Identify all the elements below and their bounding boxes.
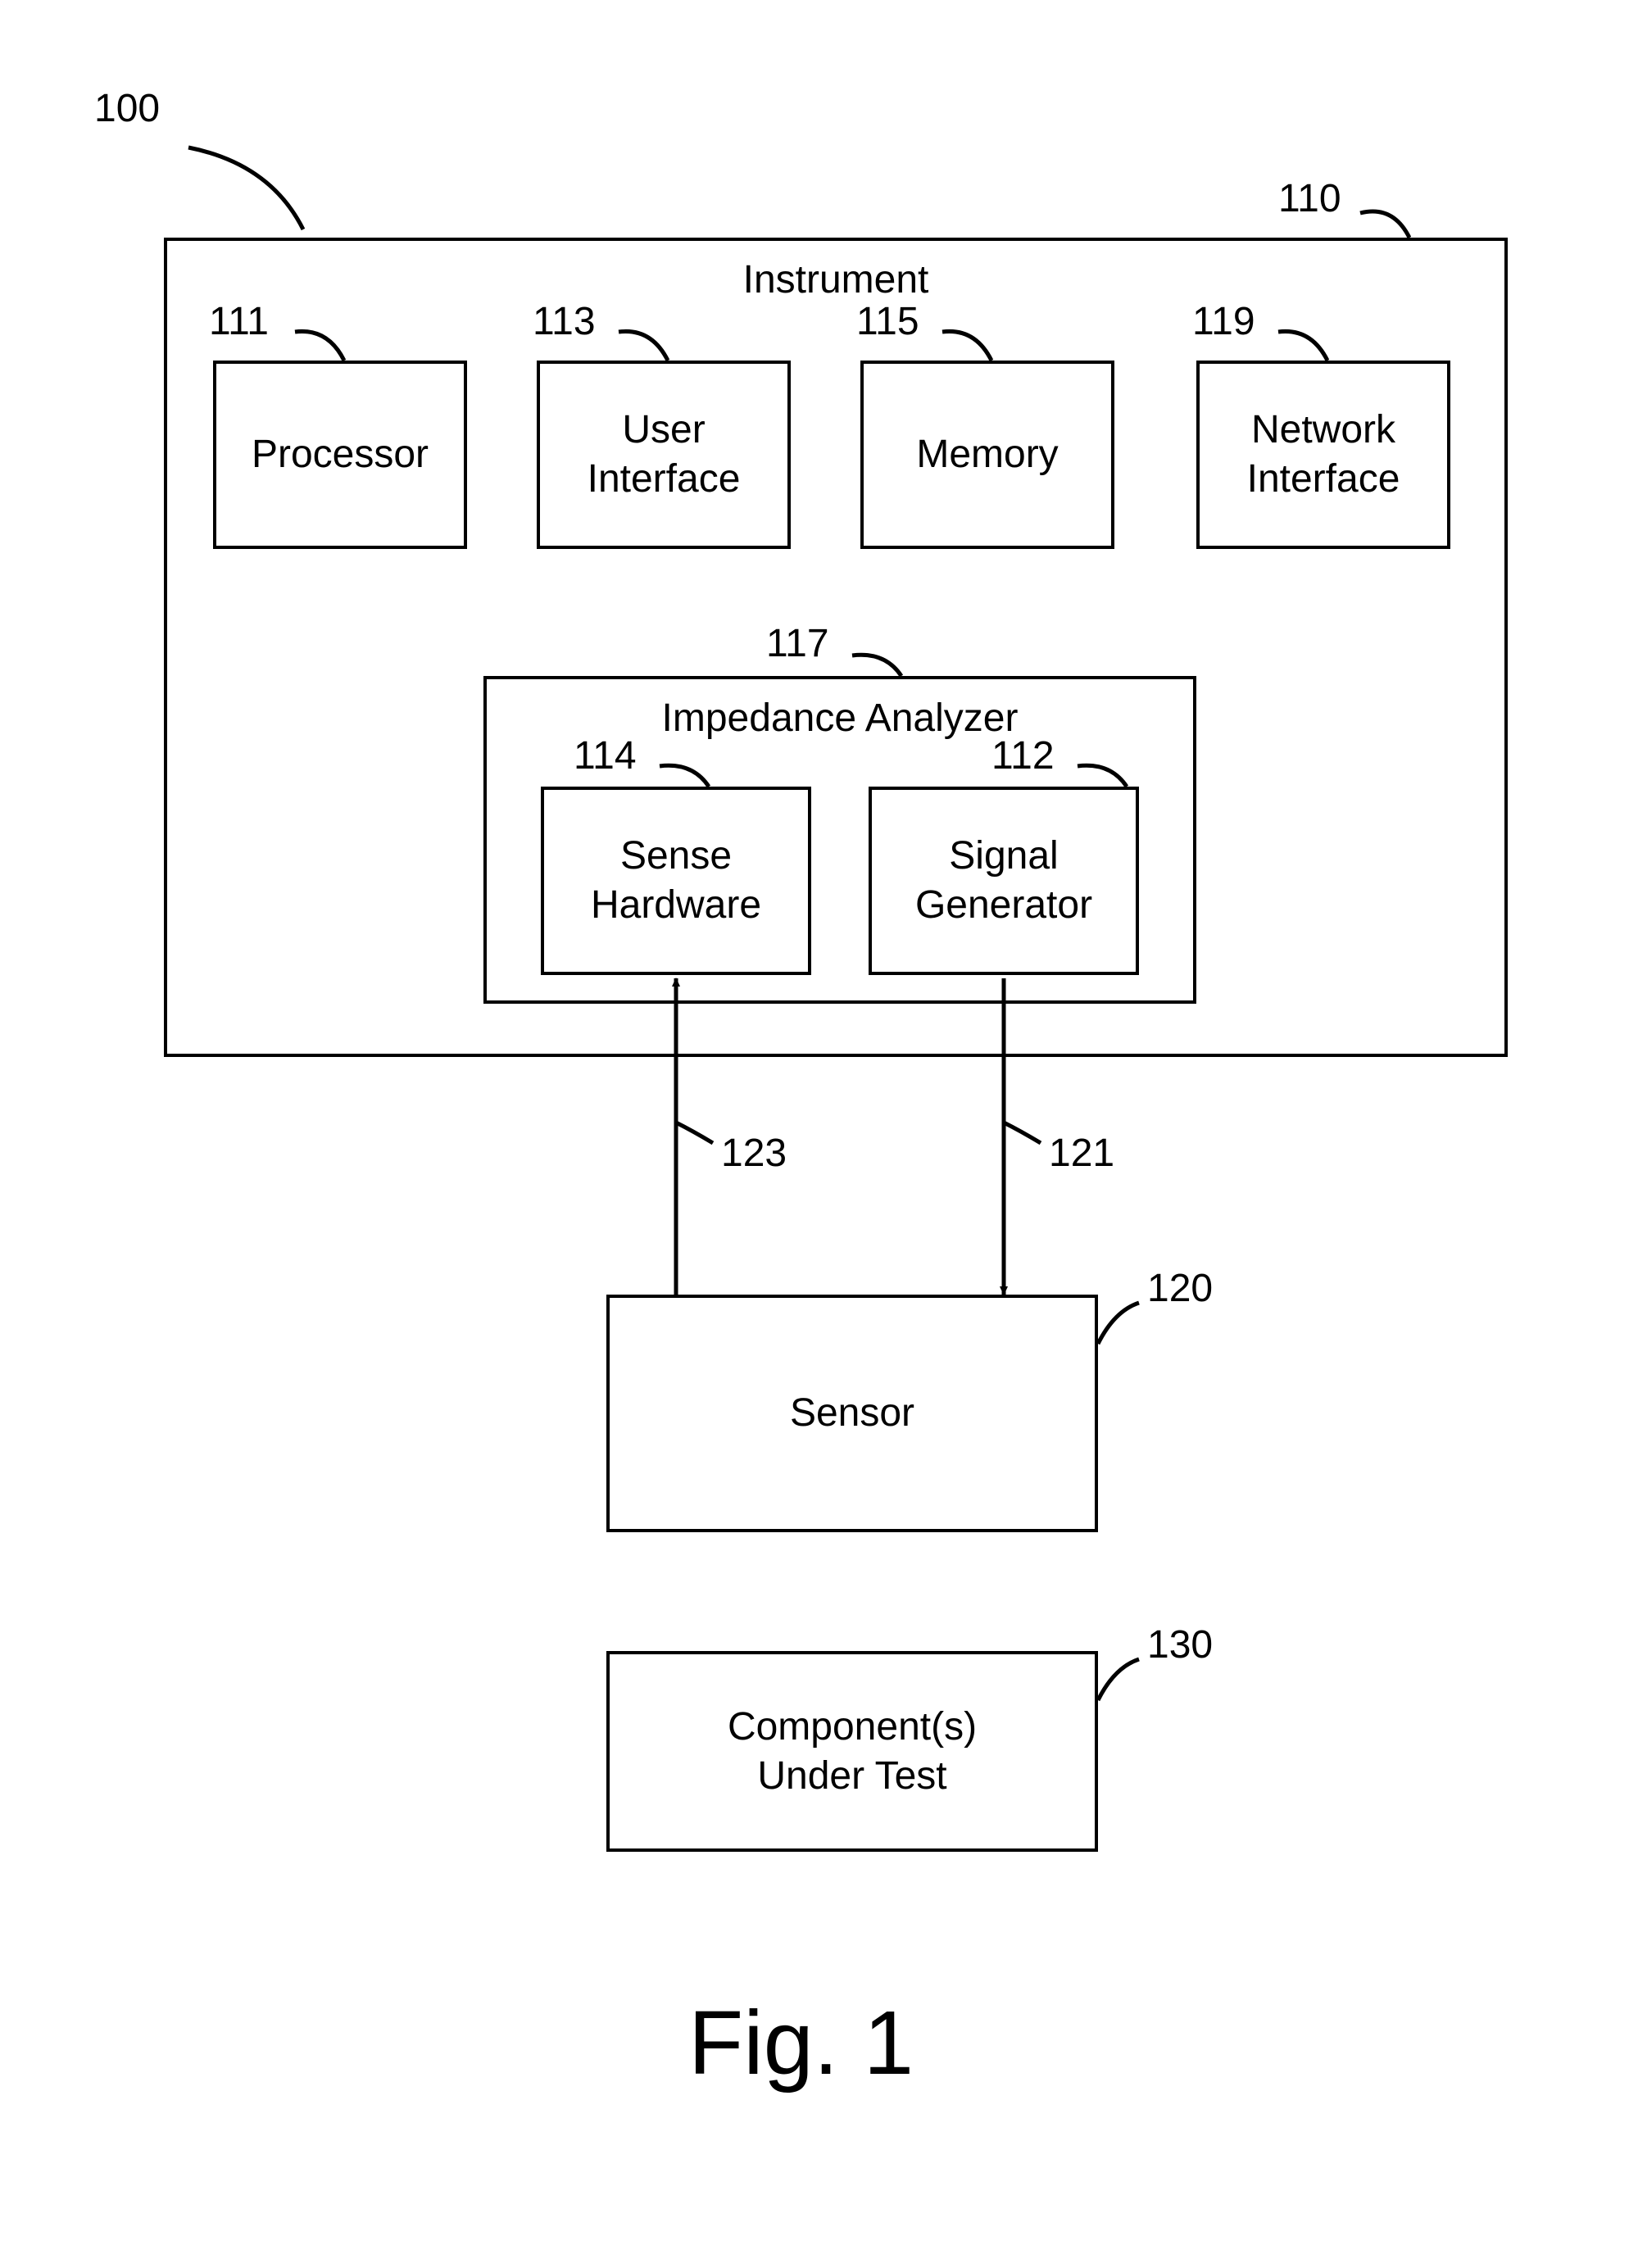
leader-121 — [1004, 1123, 1041, 1143]
box-sensor-text: Sensor — [790, 1389, 914, 1438]
box-processor-text: Processor — [252, 430, 429, 479]
leader-130 — [1098, 1659, 1139, 1700]
leader-110 — [1360, 211, 1409, 238]
box-network-interface: NetworkInterface — [1196, 361, 1450, 549]
leader-123 — [676, 1123, 713, 1143]
ref-119: 119 — [1192, 299, 1255, 344]
figure-title: Fig. 1 — [688, 1991, 914, 2095]
box-instrument-title: Instrument — [743, 256, 929, 305]
box-memory-text: Memory — [916, 430, 1058, 479]
diagram-canvas: Instrument Processor UserInterface Memor… — [0, 0, 1638, 2268]
ref-111: 111 — [209, 299, 269, 344]
ref-120: 120 — [1147, 1266, 1213, 1311]
ref-112: 112 — [991, 733, 1055, 778]
ref-123: 123 — [721, 1131, 787, 1176]
box-component-under-test: Component(s)Under Test — [606, 1651, 1098, 1852]
ref-121: 121 — [1049, 1131, 1114, 1176]
ref-130: 130 — [1147, 1622, 1213, 1667]
ref-113: 113 — [533, 299, 596, 344]
leader-100 — [188, 147, 303, 229]
ref-114: 114 — [574, 733, 637, 778]
leader-120 — [1098, 1303, 1139, 1344]
ref-110: 110 — [1278, 176, 1341, 221]
ref-115: 115 — [856, 299, 919, 344]
box-signal-generator: SignalGenerator — [869, 787, 1139, 975]
box-cut-text: Component(s)Under Test — [728, 1703, 977, 1801]
ref-100: 100 — [94, 86, 160, 131]
box-sensor: Sensor — [606, 1295, 1098, 1532]
box-sense-hardware: SenseHardware — [541, 787, 811, 975]
box-netif-text: NetworkInterface — [1247, 406, 1400, 504]
box-processor: Processor — [213, 361, 467, 549]
box-analyzer-title: Impedance Analyzer — [662, 694, 1019, 743]
box-siggen-text: SignalGenerator — [915, 832, 1092, 930]
box-sense-text: SenseHardware — [591, 832, 761, 930]
box-user-interface: UserInterface — [537, 361, 791, 549]
ref-117: 117 — [766, 621, 829, 666]
box-memory: Memory — [860, 361, 1114, 549]
box-ui-text: UserInterface — [588, 406, 741, 504]
